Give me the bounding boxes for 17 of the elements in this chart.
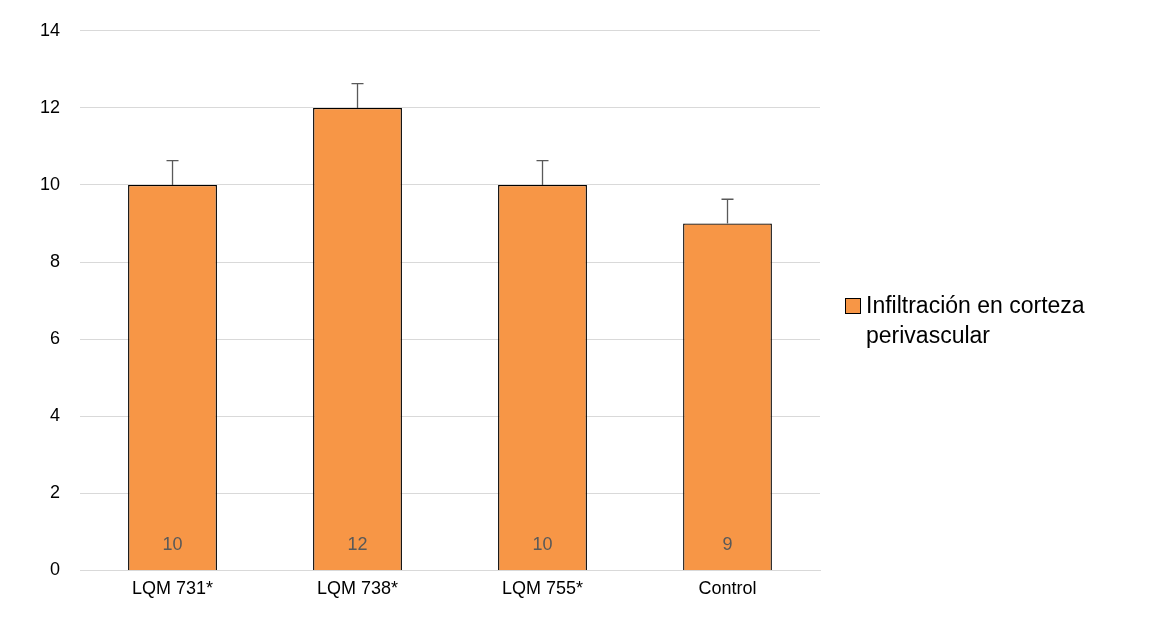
y-tick-label: 6 [50,328,61,349]
x-tick-label: Control [698,578,757,599]
x-tick-label: LQM 755* [501,578,584,599]
y-tick-label: 12 [39,96,61,117]
y-tick-label: 10 [39,173,61,194]
data-label: 9 [722,534,733,555]
y-tick-label: 8 [50,251,61,272]
data-label: 10 [532,534,553,555]
y-tick-label: 2 [50,482,61,503]
data-label: 12 [347,534,368,555]
y-tick-label: 0 [50,559,61,580]
y-tick-label: 14 [39,19,61,40]
x-tick-label: LQM 731* [132,578,214,599]
y-tick-label: 4 [50,405,61,426]
x-tick-label: LQM 738* [316,578,399,599]
legend-label: Infiltración en corteza perivascular [866,291,1086,350]
data-label: 10 [162,534,183,555]
